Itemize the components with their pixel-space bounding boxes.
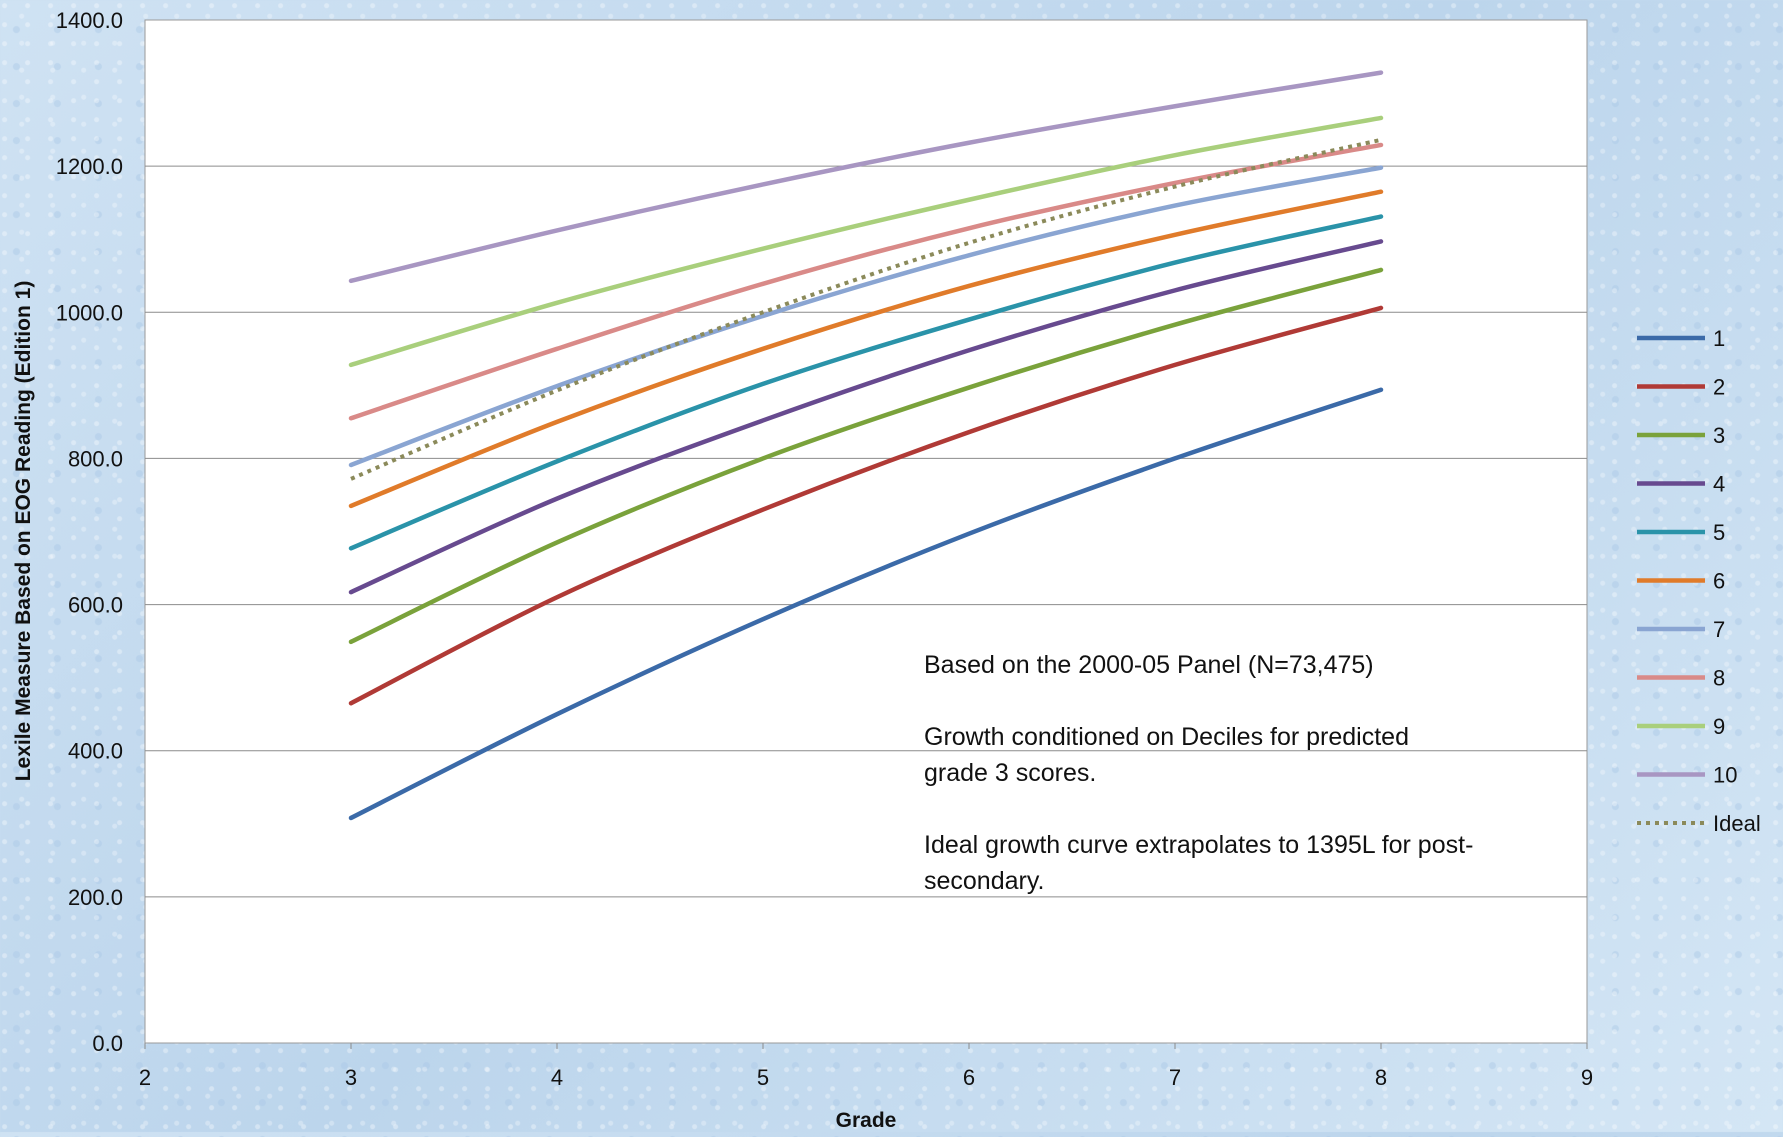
x-tick-label: 9 [1581,1065,1593,1090]
x-tick-label: 4 [551,1065,563,1090]
axes: 0.0 200.0 400.0 600.0 800.0 1000.0 1200.0 1400.… [56,8,1593,1090]
series-line-7 [348,165,1384,468]
series-line-2 [348,305,1384,706]
annotation-line-5: secondary. [924,867,1044,895]
legend-label-2: 2 [1713,375,1725,400]
legend-label-1: 1 [1713,326,1725,351]
annotation-line-3: grade 3 scores. [924,759,1096,787]
legend-label-5: 5 [1713,520,1725,545]
series-line-4 [348,239,1384,595]
gridlines [145,165,1587,898]
series-line-9 [348,115,1384,368]
y-tick-label: 1200.0 [56,154,123,179]
series-line-10 [348,70,1384,284]
x-tick-label: 5 [757,1065,769,1090]
y-axis-title: Lexile Measure Based on EOG Reading (Edi… [12,281,35,782]
annotation-box: Based on the 2000-05 Panel (N=73,475) Gr… [924,651,1473,895]
x-tick-label: 7 [1169,1065,1181,1090]
series-line-6 [348,189,1384,509]
series-line-8 [348,142,1384,421]
y-tick-label: 200.0 [68,885,123,910]
y-tick-label: 0.0 [92,1031,123,1056]
x-axis-title: Grade [836,1109,897,1132]
annotation-line-2: Growth conditioned on Deciles for predic… [924,723,1409,751]
legend-label-9: 9 [1713,714,1725,739]
y-tick-label: 600.0 [68,593,123,618]
legend-label-3: 3 [1713,423,1725,448]
legend-label-8: 8 [1713,666,1725,691]
y-tick-label: 400.0 [68,739,123,764]
legend: 1 2 3 4 5 6 7 8 9 10 Ideal [1637,326,1761,836]
series-line-ideal [350,137,1382,481]
x-tick-label: 3 [345,1065,357,1090]
x-tick-label: 8 [1375,1065,1387,1090]
annotation-line-1: Based on the 2000-05 Panel (N=73,475) [924,651,1374,679]
series-line-1 [348,387,1384,821]
series-lines [348,70,1384,821]
x-tick-label: 2 [139,1065,151,1090]
y-tick-label: 1400.0 [56,8,123,33]
legend-label-ideal: Ideal [1713,811,1761,836]
series-line-3 [348,267,1384,645]
y-tick-label: 1000.0 [56,300,123,325]
series-line-5 [348,214,1384,551]
legend-label-6: 6 [1713,569,1725,594]
y-tick-label: 800.0 [68,446,123,471]
plot-area [144,19,1588,1044]
legend-label-10: 10 [1713,763,1737,788]
legend-label-4: 4 [1713,472,1725,497]
annotation-line-4: Ideal growth curve extrapolates to 1395L… [924,831,1473,859]
legend-label-7: 7 [1713,617,1725,642]
x-tick-label: 6 [963,1065,975,1090]
